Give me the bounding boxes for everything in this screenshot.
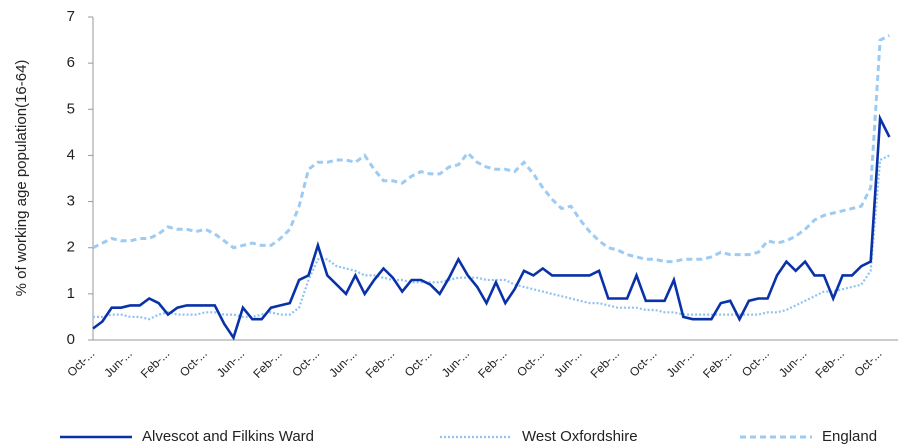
x-tick-label: Jun-... [326, 346, 359, 379]
legend-label: Alvescot and Filkins Ward [142, 428, 314, 445]
x-tick-label: Jun-... [551, 346, 584, 379]
x-tick-label: Oct-... [289, 346, 322, 379]
x-tick-label: Feb-... [700, 346, 734, 380]
y-tick-label: 1 [67, 285, 75, 302]
x-tick-label: Feb-... [588, 346, 622, 380]
y-tick-label: 2 [67, 239, 75, 256]
legend-label: England [822, 428, 877, 445]
y-tick-label: 4 [67, 146, 75, 163]
x-tick-label: Jun-... [101, 346, 134, 379]
x-tick-label: Oct-... [627, 346, 660, 379]
series-line [92, 34, 891, 264]
x-tick-label: Feb-... [363, 346, 397, 380]
x-tick-label: Oct-... [851, 346, 884, 379]
x-tick-label: Oct-... [739, 346, 772, 379]
y-tick-label: 3 [67, 193, 75, 210]
x-tick-label: Feb-... [475, 346, 509, 380]
x-tick-label: Oct-... [177, 346, 210, 379]
x-tick-label: Oct-... [402, 346, 435, 379]
y-tick-label: 5 [67, 100, 75, 117]
y-axis-title: % of working age population(16-64) [13, 60, 30, 297]
x-tick-label: Oct-... [64, 346, 97, 379]
series-line [92, 113, 891, 341]
series-line [93, 154, 890, 321]
x-tick-label: Feb-... [138, 346, 172, 380]
y-tick-label: 0 [67, 331, 75, 348]
x-tick-label: Feb-... [250, 346, 284, 380]
y-tick-label: 6 [67, 54, 75, 71]
x-tick-label: Oct-... [514, 346, 547, 379]
legend-label: West Oxfordshire [522, 428, 638, 445]
x-tick-label: Jun-... [664, 346, 697, 379]
x-tick-label: Jun-... [439, 346, 472, 379]
x-tick-label: Feb-... [813, 346, 847, 380]
x-tick-label: Jun-... [776, 346, 809, 379]
x-tick-label: Jun-... [214, 346, 247, 379]
y-tick-label: 7 [67, 8, 75, 25]
